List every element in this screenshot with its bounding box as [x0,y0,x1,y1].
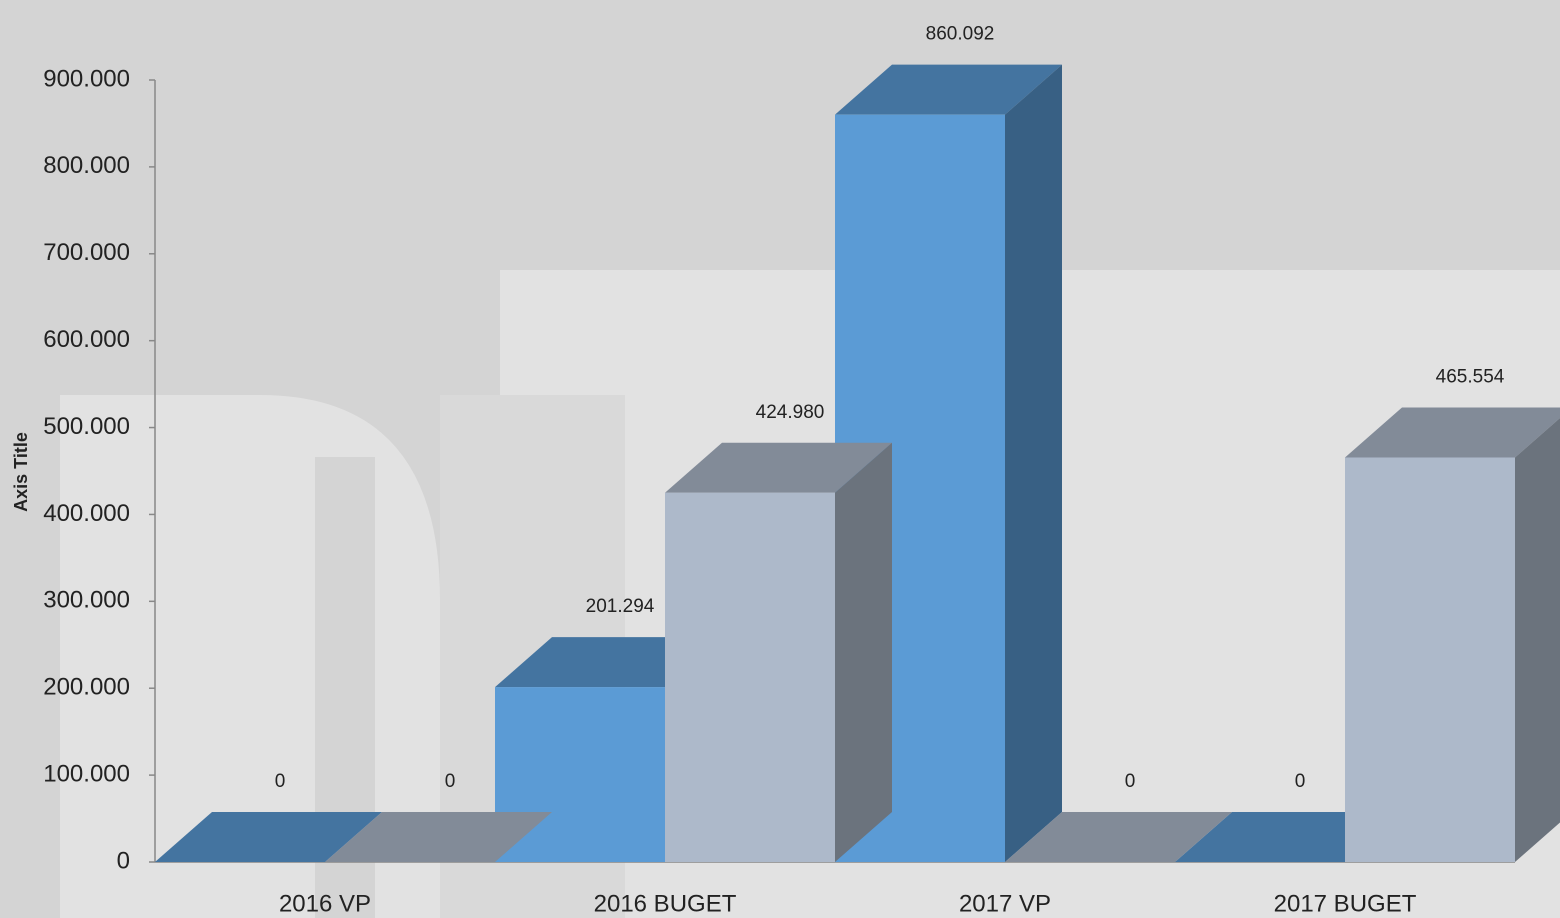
y-tick-label: 800.000 [43,152,130,179]
data-label: 424.980 [756,402,825,423]
y-tick-label: 700.000 [43,239,130,266]
x-tick-label: 2017 VP [959,890,1051,917]
bar-side [1005,64,1062,863]
bar [1005,812,1232,862]
data-label: 0 [1295,771,1306,792]
x-tick-label: 2016 VP [279,890,371,917]
y-tick-label: 500.000 [43,413,130,440]
bar [665,442,892,862]
bar [325,812,552,862]
x-tick-label: 2016 BUGET [594,890,737,917]
bar [155,812,382,862]
y-tick-label: 200.000 [43,674,130,701]
data-label: 465.554 [1436,367,1505,388]
y-tick-label: 300.000 [43,587,130,614]
y-tick-label: 100.000 [43,760,130,787]
bar-front [1345,457,1515,862]
bar-top [1005,812,1232,862]
bar-side [1515,418,1560,862]
bar-top [325,812,552,862]
data-label: 860.092 [926,24,995,45]
y-tick-label: 600.000 [43,326,130,353]
data-label: 0 [275,771,286,792]
bar-top [835,64,1062,115]
data-label: 201.294 [586,596,655,617]
y-tick-label: 400.000 [43,500,130,527]
data-label: 0 [445,771,456,792]
bar-top [1345,407,1560,458]
bar-front [665,492,835,862]
y-axis-title: Axis Title [11,432,31,512]
bar-top [155,812,382,862]
x-tick-label: 2017 BUGET [1274,890,1417,917]
data-label: 0 [1125,771,1136,792]
y-tick-label: 0 [117,847,130,874]
bar [1345,407,1560,862]
bar-side [835,442,892,862]
bar-top [665,442,892,493]
y-tick-label: 900.000 [43,65,130,92]
